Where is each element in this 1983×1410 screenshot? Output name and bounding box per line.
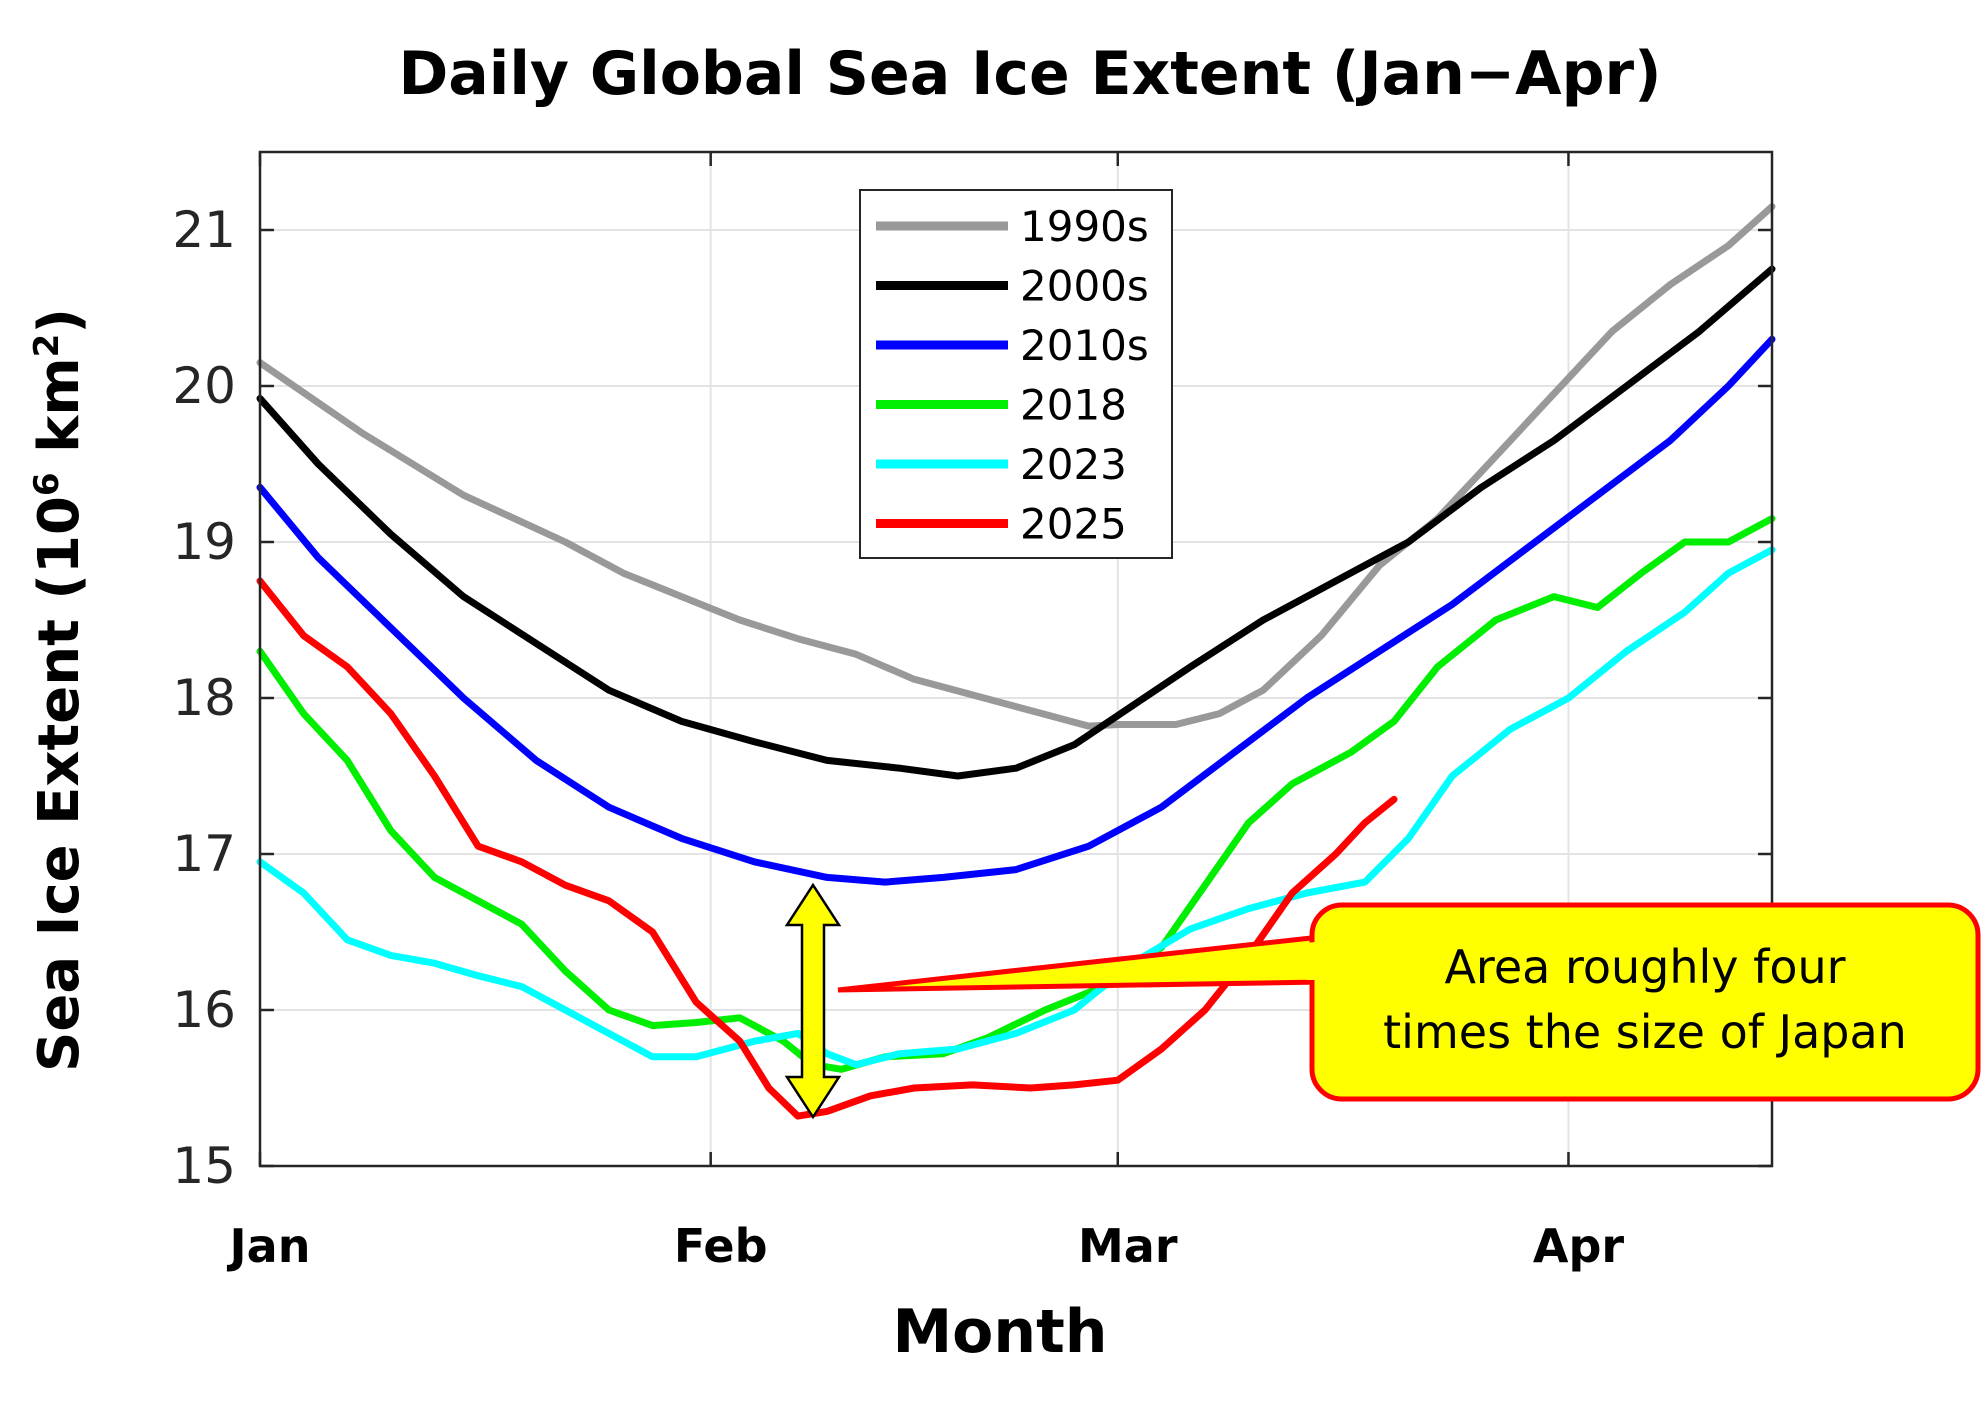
legend-box	[859, 189, 1173, 559]
y-tick-label: 16	[172, 981, 236, 1039]
y-tick-label: 21	[172, 201, 236, 259]
y-axis-label-end: )	[27, 308, 92, 334]
callout-text-line1: Area roughly four	[1444, 940, 1845, 994]
legend-label-1990s: 1990s	[1020, 202, 1149, 251]
series-line-2000s	[256, 265, 1776, 780]
legend-label-2018: 2018	[1020, 381, 1127, 430]
x-axis-label: Month	[892, 1297, 1107, 1367]
annotation: Area roughly four times the size of Japa…	[784, 882, 1981, 1120]
legend-label-2025: 2025	[1020, 500, 1127, 549]
chart-title: Daily Global Sea Ice Extent (Jan−Apr)	[398, 39, 1661, 109]
y-tick-label: 18	[172, 669, 236, 727]
double-arrow-icon	[784, 882, 842, 1120]
y-axis-label: Sea Ice Extent (106 km2)	[27, 308, 92, 1072]
y-tick-label: 17	[172, 825, 236, 883]
callout-pointer	[837, 934, 1323, 993]
y-axis-label-sup: 6	[27, 472, 67, 496]
y-axis-label-main: Sea Ice Extent (10	[27, 496, 92, 1072]
callout-seam	[1306, 941, 1324, 980]
legend: 1990s 2000s 2010s 2018 2023 2025	[859, 189, 1173, 559]
y-tick-label: 20	[172, 357, 236, 415]
x-tick-label-feb: Feb	[674, 1219, 768, 1273]
x-tick-label-apr: Apr	[1533, 1219, 1625, 1273]
x-tick-label-mar: Mar	[1078, 1219, 1178, 1273]
x-tick-label-jan: Jan	[227, 1219, 311, 1273]
series-line-2010s	[256, 335, 1776, 886]
callout-text-line2: times the size of Japan	[1383, 1005, 1907, 1059]
legend-items: 1990s 2000s 2010s 2018 2023 2025	[876, 202, 1149, 549]
x-axis-ticks: Jan Feb Mar Apr	[227, 152, 1625, 1273]
series-line-2023	[256, 546, 1776, 1069]
y-axis-label-tail: km	[27, 357, 92, 472]
y-tick-label: 19	[172, 513, 236, 571]
legend-label-2000s: 2000s	[1020, 262, 1149, 311]
legend-label-2010s: 2010s	[1020, 321, 1149, 370]
plot-frame	[258, 150, 1774, 1168]
y-tick-label: 15	[172, 1137, 236, 1195]
callout-box	[1309, 902, 1981, 1102]
legend-label-2023: 2023	[1020, 440, 1127, 489]
y-axis-label-sup2: 2	[27, 334, 67, 358]
y-axis-ticks: 15 16 17 18 19 20 21	[172, 201, 1772, 1195]
